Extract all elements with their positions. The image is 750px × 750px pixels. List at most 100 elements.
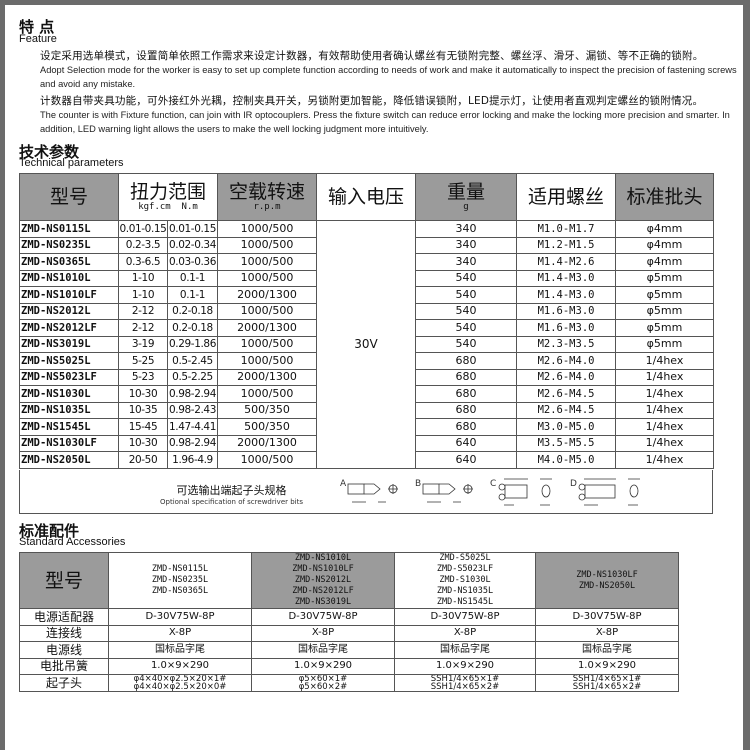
cell-screw: M2.6-M4.0 — [516, 352, 617, 370]
cell-speed: 1000/500 — [217, 385, 318, 403]
cell-speed: 1000/500 — [217, 451, 318, 469]
acc-model: ZMD-NS3019L — [294, 597, 352, 607]
acc-model: ZMD-NS2050L — [578, 580, 636, 591]
cell-model: ZMD-NS1545L — [19, 418, 119, 436]
cell-bit: 1/4hex — [615, 434, 715, 452]
cell-torque-kgf: 10-35 — [118, 401, 168, 419]
cell-screw: M2.6-M4.5 — [516, 401, 617, 419]
cell-bit: φ5mm — [615, 286, 715, 304]
tech-title-en: Technical parameters — [19, 157, 124, 169]
header-speed: 空载转速 r.p.m — [217, 173, 318, 221]
cell-torque-kgf: 1-10 — [118, 286, 168, 304]
cell-torque-nm: 0.1-1 — [166, 286, 219, 304]
cell-bit: 1/4hex — [615, 368, 715, 386]
cell-weight: 540 — [415, 319, 518, 337]
cell-bit: φ5mm — [615, 319, 715, 337]
acc-cell: X-8P — [394, 624, 536, 642]
acc-row-label: 连接线 — [19, 624, 109, 642]
cell-speed: 1000/500 — [217, 302, 318, 320]
cell-bit: 1/4hex — [615, 451, 715, 469]
cell-torque-nm: 0.29-1.86 — [166, 335, 219, 353]
header-voltage: 输入电压 — [316, 173, 417, 221]
cell-weight: 340 — [415, 253, 518, 271]
cell-speed: 2000/1300 — [217, 286, 318, 304]
accessories-table: 型号 ZMD-NS0115L ZMD-NS0235L ZMD-NS0365L ZMD-N… — [19, 552, 679, 692]
acc-model-group: ZMD-NS0115L ZMD-NS0235L ZMD-NS0365L — [108, 552, 252, 609]
cell-speed: 1000/500 — [217, 335, 318, 353]
cell-bit: 1/4hex — [615, 352, 715, 370]
cell-torque-nm: 0.01-0.15 — [166, 220, 219, 238]
acc-cell: φ5×60×1# φ5×60×2# — [251, 674, 395, 692]
acc-model: ZMD-NS2012L — [294, 575, 352, 585]
acc-model: ZMD-NS1030LF — [576, 569, 638, 580]
cell-bit: φ5mm — [615, 269, 715, 287]
acc-model-group: ZMD-NS1010L ZMD-NS1010LF ZMD-NS2012L ZMD-NS… — [251, 552, 395, 609]
cell-weight: 680 — [415, 401, 518, 419]
acc-cell: 国标品字尾 — [251, 641, 395, 659]
acc-cell: 国标品字尾 — [535, 641, 679, 659]
cell-model: ZMD-NS3019L — [19, 335, 119, 353]
cell-screw: M1.4-M3.0 — [516, 286, 617, 304]
voltage-cell: 30V — [316, 220, 417, 469]
cell-model: ZMD-NS2012LF — [19, 319, 119, 337]
header-model: 型号 — [19, 173, 119, 221]
cell-torque-kgf: 10-30 — [118, 434, 168, 452]
cell-weight: 680 — [415, 385, 518, 403]
acc-model: ZMD-NS1010LF — [292, 564, 354, 574]
cell-torque-kgf: 5-25 — [118, 352, 168, 370]
acc-cell: 1.0×9×290 — [394, 657, 536, 675]
cell-weight: 680 — [415, 418, 518, 436]
acc-model-group: ZMD-NS1030LF ZMD-NS2050L — [535, 552, 679, 609]
cell-bit: φ4mm — [615, 220, 715, 238]
acc-cell: SSH1/4×65×1# SSH1/4×65×2# — [535, 674, 679, 692]
bit-c-diagram: C — [490, 478, 552, 506]
acc-model: ZMD-S5023LF — [436, 564, 494, 574]
acc-model-group: ZMD-S5025L ZMD-S5023LF ZMD-S1030L ZMD-NS103… — [394, 552, 536, 609]
cell-model: ZMD-NS1030LF — [19, 434, 119, 452]
acc-cell: X-8P — [251, 624, 395, 642]
cell-bit: φ5mm — [615, 302, 715, 320]
acc-row-label: 电批吊簧 — [19, 657, 109, 675]
acc-row: 电批吊簧 1.0×9×290 1.0×9×290 1.0×9×290 1.0×9×290 — [19, 657, 679, 675]
cell-speed: 1000/500 — [217, 220, 318, 238]
cell-weight: 640 — [415, 451, 518, 469]
table-row: ZMD-NS1030LF 10-30 0.98-2.94 2000/1300 640 M3… — [19, 434, 715, 452]
cell-torque-nm: 0.98-2.43 — [166, 401, 219, 419]
header-weight: 重量 g — [415, 173, 518, 221]
cell-torque-nm: 0.2-0.18 — [166, 319, 219, 337]
cell-speed: 2000/1300 — [217, 368, 318, 386]
table-row: ZMD-NS1010LF 1-10 0.1-1 2000/1300 540 M1.4-M3… — [19, 286, 715, 304]
acc-row-label: 电源线 — [19, 641, 109, 659]
cell-screw: M4.0-M5.0 — [516, 451, 617, 469]
acc-cell: D-30V75W-8P — [535, 608, 679, 626]
acc-model: ZMD-NS0235L — [151, 575, 209, 585]
header-bit: 标准批头 — [615, 173, 715, 221]
cell-model: ZMD-NS1030L — [19, 385, 119, 403]
cell-screw: M2.6-M4.0 — [516, 368, 617, 386]
cell-torque-kgf: 3-19 — [118, 335, 168, 353]
cell-torque-kgf: 0.2-3.5 — [118, 236, 168, 254]
cell-bit: φ5mm — [615, 335, 715, 353]
cell-model: ZMD-NS0365L — [19, 253, 119, 271]
screwdriver-bits-panel: 可选输出端起子头规格 Optional specification of scr… — [19, 470, 713, 514]
table-row: ZMD-NS2012LF 2-12 0.2-0.18 2000/1300 540 M1.6… — [19, 319, 715, 337]
bit-label-c: C — [490, 479, 496, 489]
acc-cell: X-8P — [535, 624, 679, 642]
cell-torque-nm: 0.2-0.18 — [166, 302, 219, 320]
cell-torque-kgf: 10-30 — [118, 385, 168, 403]
bit-d-diagram: D — [570, 478, 640, 506]
cell-speed: 2000/1300 — [217, 319, 318, 337]
cell-torque-kgf: 1-10 — [118, 269, 168, 287]
cell-speed: 1000/500 — [217, 352, 318, 370]
cell-torque-kgf: 20-50 — [118, 451, 168, 469]
acc-header-model: 型号 — [19, 552, 109, 609]
acc-model: ZMD-NS0365L — [151, 586, 209, 596]
cell-weight: 680 — [415, 368, 518, 386]
bit-b-diagram: B — [415, 479, 473, 503]
table-row: ZMD-NS2050L 20-50 1.96-4.9 1000/500 640 M4.0-… — [19, 451, 715, 469]
cell-torque-kgf: 0.01-0.15 — [118, 220, 168, 238]
cell-screw: M2.6-M4.5 — [516, 385, 617, 403]
cell-model: ZMD-NS5025L — [19, 352, 119, 370]
cell-torque-kgf: 15-45 — [118, 418, 168, 436]
cell-screw: M1.2-M1.5 — [516, 236, 617, 254]
